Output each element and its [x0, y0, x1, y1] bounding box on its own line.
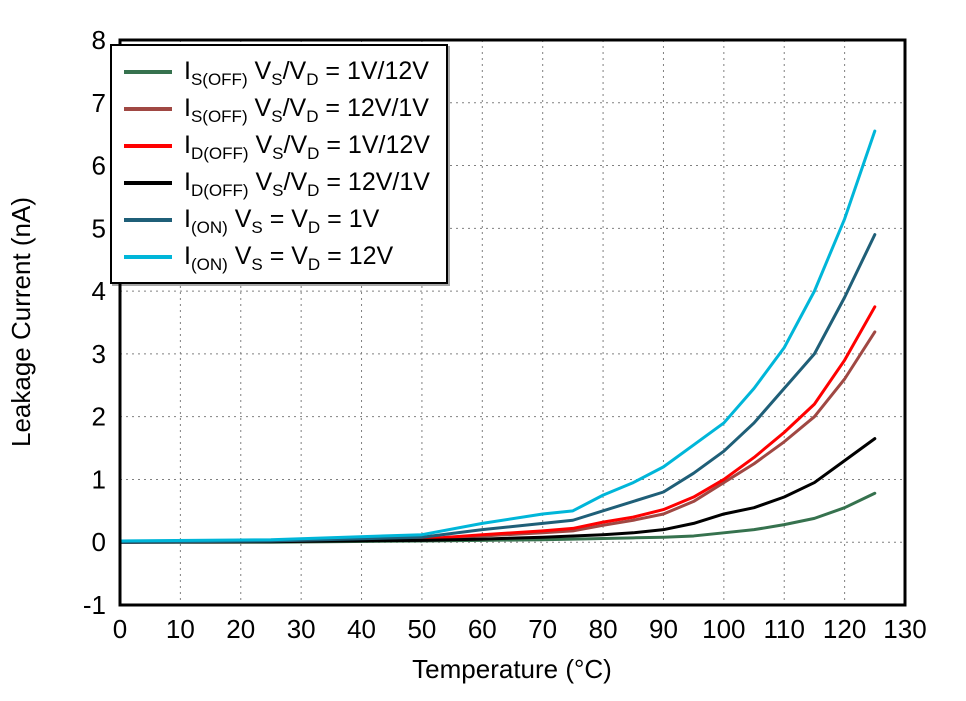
- y-tick-label: 1: [92, 464, 106, 494]
- series-line-1: [118, 330, 877, 544]
- x-tick-label: 110: [764, 614, 805, 644]
- legend-item: ID(OFF) VS/VD = 1V/12V: [124, 127, 430, 164]
- legend-label: ID(OFF) VS/VD = 12V/1V: [184, 168, 430, 200]
- legend-item: I(ON) VS = VD = 1V: [124, 201, 430, 238]
- legend-label: I(ON) VS = VD = 12V: [184, 242, 394, 274]
- y-tick-label: 8: [92, 25, 106, 55]
- x-tick-label: 90: [649, 614, 678, 644]
- legend-item: IS(OFF) VS/VD = 1V/12V: [124, 53, 430, 90]
- y-tick-label: 6: [92, 151, 106, 181]
- x-tick-label: 70: [528, 614, 557, 644]
- series-lines: [118, 129, 877, 544]
- x-tick-label: 40: [347, 614, 376, 644]
- legend-label: IS(OFF) VS/VD = 12V/1V: [184, 94, 429, 126]
- y-tick-label: 2: [92, 402, 106, 432]
- y-tick-label: -1: [83, 590, 106, 620]
- legend-item: IS(OFF) VS/VD = 12V/1V: [124, 90, 430, 127]
- legend-label: I(ON) VS = VD = 1V: [184, 205, 380, 237]
- series-line-5: [118, 129, 877, 543]
- x-axis-title: Temperature (°C): [412, 654, 612, 684]
- x-tick-label: 60: [468, 614, 497, 644]
- y-tick-label: 0: [92, 527, 106, 557]
- legend-label: ID(OFF) VS/VD = 1V/12V: [184, 131, 430, 163]
- x-tick-label: 50: [407, 614, 436, 644]
- legend-swatch: [124, 217, 172, 222]
- y-tick-label: 3: [92, 339, 106, 369]
- series-line-3: [118, 437, 877, 544]
- legend-swatch: [124, 143, 172, 148]
- x-tick-label: 80: [589, 614, 618, 644]
- plot-border: [118, 38, 907, 607]
- y-tick-label: 7: [92, 88, 106, 118]
- legend-item: I(ON) VS = VD = 12V: [124, 238, 430, 275]
- x-tick-label: 20: [226, 614, 255, 644]
- x-tick-label: 120: [823, 614, 866, 644]
- legend-swatch: [124, 254, 172, 259]
- x-tick-label: 30: [287, 614, 316, 644]
- legend-swatch: [124, 69, 172, 74]
- x-tick-label: 10: [166, 614, 195, 644]
- legend: IS(OFF) VS/VD = 1V/12V IS(OFF) VS/VD = 12…: [110, 44, 448, 284]
- y-tick-label: 4: [92, 276, 106, 306]
- legend-swatch: [124, 180, 172, 185]
- x-tick-label: 100: [702, 614, 745, 644]
- tick-labels: 0 10 20 30 40 50 60 70 80 90 100 110 120 130-10123456…: [83, 25, 927, 644]
- legend-label: IS(OFF) VS/VD = 1V/12V: [184, 57, 429, 89]
- legend-swatch: [124, 106, 172, 111]
- series-line-2: [118, 305, 877, 544]
- series-line-4: [118, 233, 877, 544]
- x-tick-label: 130: [883, 614, 926, 644]
- y-axis-title: Leakage Current (nA): [6, 197, 36, 447]
- y-tick-label: 5: [92, 213, 106, 243]
- x-tick-label: 0: [113, 614, 127, 644]
- legend-item: ID(OFF) VS/VD = 12V/1V: [124, 164, 430, 201]
